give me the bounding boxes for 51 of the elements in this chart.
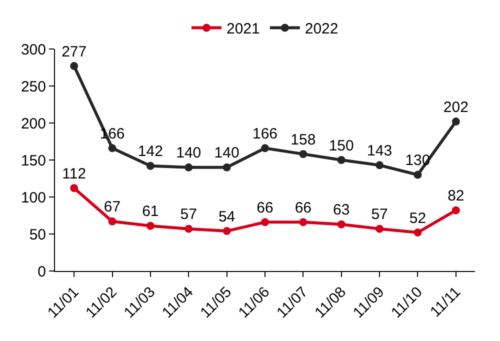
legend-label: 2022 xyxy=(304,20,338,38)
point xyxy=(70,184,78,192)
point xyxy=(70,62,78,70)
point xyxy=(184,163,193,172)
data-label: 63 xyxy=(333,202,350,219)
data-label: 57 xyxy=(371,206,388,224)
point xyxy=(452,206,460,214)
data-label: 140 xyxy=(214,144,240,162)
point xyxy=(222,163,231,172)
point xyxy=(452,118,460,126)
point xyxy=(261,218,269,226)
point xyxy=(376,224,384,233)
data-label: 112 xyxy=(62,165,86,182)
point xyxy=(414,170,422,179)
point xyxy=(184,224,193,233)
y-tick-label: 50 xyxy=(29,226,46,244)
point xyxy=(261,144,269,152)
point xyxy=(376,161,384,170)
y-tick-label: 200 xyxy=(20,115,46,132)
data-label: 57 xyxy=(180,206,197,224)
data-label: 67 xyxy=(104,198,121,216)
y-tick-label: 300 xyxy=(20,41,46,58)
data-label: 142 xyxy=(138,143,163,160)
data-label: 202 xyxy=(443,98,468,116)
point xyxy=(146,162,154,170)
point xyxy=(146,222,154,230)
point xyxy=(414,228,422,237)
data-label: 150 xyxy=(328,137,354,154)
y-tick-label: 100 xyxy=(20,189,46,206)
data-label: 82 xyxy=(448,188,464,205)
point xyxy=(337,156,346,164)
data-label: 52 xyxy=(409,210,426,227)
point xyxy=(299,218,308,226)
data-label: 277 xyxy=(62,43,87,60)
data-label: 158 xyxy=(290,131,316,148)
point xyxy=(108,217,116,226)
y-tick-label: 250 xyxy=(20,78,46,96)
point xyxy=(299,150,308,158)
point xyxy=(222,227,231,236)
point xyxy=(337,220,346,228)
point xyxy=(108,144,116,152)
y-tick-label: 0 xyxy=(38,263,46,280)
y-tick-label: 150 xyxy=(20,152,46,170)
data-label: 166 xyxy=(252,125,278,142)
data-label: 54 xyxy=(218,208,236,226)
data-label: 66 xyxy=(256,199,274,216)
data-label: 140 xyxy=(176,144,202,162)
legend-label: 2021 xyxy=(226,20,260,38)
data-label: 143 xyxy=(367,142,392,160)
data-label: 66 xyxy=(294,199,312,216)
data-label: 61 xyxy=(142,203,159,220)
